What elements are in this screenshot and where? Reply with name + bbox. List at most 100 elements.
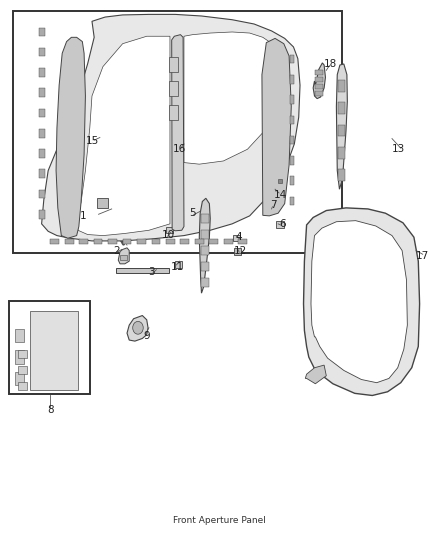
Bar — [201, 230, 209, 239]
Bar — [137, 239, 146, 244]
Bar — [201, 246, 209, 255]
Polygon shape — [77, 36, 170, 236]
Bar — [338, 169, 345, 181]
Polygon shape — [313, 63, 325, 99]
Bar — [39, 169, 45, 178]
Bar — [169, 81, 178, 96]
Bar — [338, 147, 345, 159]
Text: 9: 9 — [143, 331, 150, 341]
Text: 14: 14 — [274, 190, 287, 199]
Bar — [39, 109, 45, 117]
Bar — [18, 382, 27, 390]
Bar — [18, 366, 27, 374]
Bar — [233, 235, 240, 241]
Polygon shape — [172, 35, 184, 231]
Circle shape — [133, 321, 143, 334]
Polygon shape — [42, 14, 300, 241]
Text: 7: 7 — [270, 200, 277, 210]
Bar — [315, 91, 323, 96]
Bar — [39, 129, 45, 138]
Polygon shape — [311, 221, 407, 383]
Bar — [166, 239, 175, 244]
Bar — [290, 136, 294, 144]
Bar — [195, 239, 204, 244]
Bar — [18, 350, 27, 358]
Bar — [180, 239, 189, 244]
Polygon shape — [336, 64, 347, 189]
Polygon shape — [184, 32, 285, 164]
Text: 6: 6 — [279, 219, 286, 229]
Bar — [175, 261, 182, 268]
Bar — [290, 95, 294, 104]
Bar — [15, 372, 24, 385]
Text: 13: 13 — [392, 144, 405, 154]
Bar — [290, 75, 294, 84]
Polygon shape — [127, 316, 148, 341]
Text: 2: 2 — [113, 246, 120, 255]
Text: Front Aperture Panel: Front Aperture Panel — [173, 516, 265, 525]
Bar — [9, 301, 90, 394]
Bar — [65, 239, 74, 244]
Text: 3: 3 — [148, 267, 155, 277]
Text: 17: 17 — [416, 251, 429, 261]
Polygon shape — [262, 38, 291, 216]
Polygon shape — [199, 198, 210, 293]
Text: 4: 4 — [235, 232, 242, 242]
Bar — [169, 105, 178, 120]
Bar — [15, 329, 24, 342]
Bar — [108, 239, 117, 244]
Text: 5: 5 — [189, 208, 196, 218]
Bar — [201, 278, 209, 287]
Bar — [166, 227, 173, 233]
Bar — [169, 57, 178, 72]
Bar — [39, 190, 45, 198]
Bar — [39, 210, 45, 219]
Text: 12: 12 — [233, 246, 247, 255]
Bar — [79, 239, 88, 244]
Bar — [152, 239, 160, 244]
Bar — [290, 116, 294, 124]
Text: 1: 1 — [80, 211, 87, 221]
Bar — [120, 255, 127, 260]
Bar — [224, 239, 233, 244]
Bar — [39, 28, 45, 36]
Bar — [116, 268, 169, 273]
Bar — [209, 239, 218, 244]
Bar — [290, 156, 294, 165]
Bar — [30, 311, 78, 390]
Bar — [315, 77, 323, 82]
Bar — [123, 239, 131, 244]
Bar — [39, 48, 45, 56]
Polygon shape — [305, 365, 326, 384]
Bar — [290, 55, 294, 63]
Bar — [39, 88, 45, 97]
Bar — [234, 248, 241, 255]
Bar — [276, 221, 284, 228]
Text: 10: 10 — [162, 230, 175, 239]
Bar — [39, 149, 45, 158]
Text: 18: 18 — [324, 59, 337, 69]
Bar — [290, 176, 294, 185]
Text: 11: 11 — [171, 262, 184, 271]
Polygon shape — [56, 37, 85, 238]
Bar — [39, 68, 45, 77]
Bar — [338, 125, 345, 136]
Bar — [201, 262, 209, 271]
Bar — [94, 239, 102, 244]
Bar — [315, 70, 323, 75]
Polygon shape — [304, 208, 420, 395]
Text: 15: 15 — [85, 136, 99, 146]
Bar — [15, 350, 24, 364]
Text: 16: 16 — [173, 144, 186, 154]
Text: 8: 8 — [47, 406, 54, 415]
Bar — [97, 198, 108, 208]
Bar — [13, 11, 342, 253]
Bar — [315, 84, 323, 89]
Bar — [338, 102, 345, 114]
Bar — [201, 214, 209, 223]
Bar — [290, 197, 294, 205]
Polygon shape — [118, 248, 129, 264]
Bar — [50, 239, 59, 244]
Bar — [238, 239, 247, 244]
Bar — [338, 80, 345, 92]
